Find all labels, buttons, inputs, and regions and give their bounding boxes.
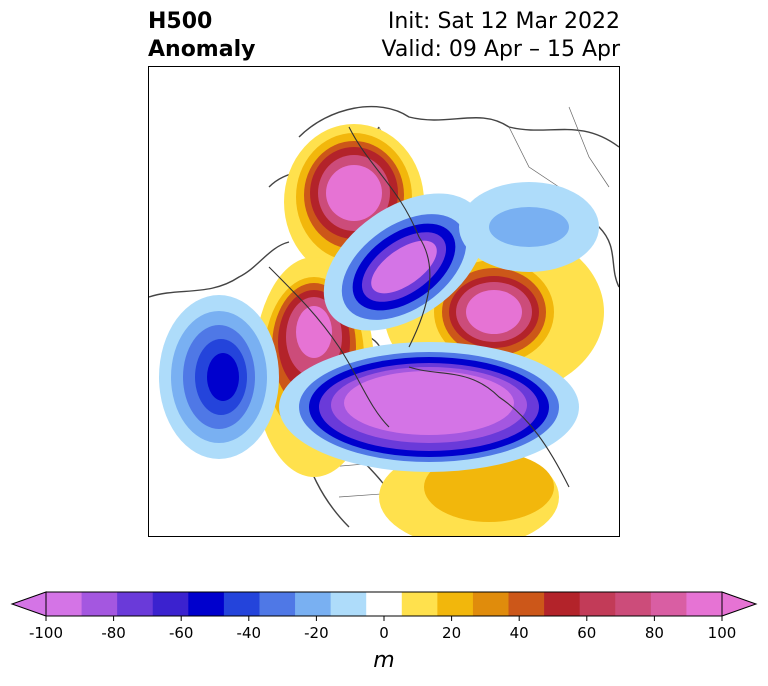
colorbar-tick-label: 0 [379,624,389,642]
colorbar-tick-label: 60 [577,624,596,642]
anomaly-map [149,105,619,536]
colorbar-bin [401,592,438,616]
colorbar-tick-label: 20 [442,624,461,642]
colorbar-bin [81,592,118,616]
anomaly-hudson-bay [279,342,579,472]
colorbar-tick-label: -60 [169,624,194,642]
colorbar-bin [46,592,83,616]
coastline-overlay [268,126,570,488]
colorbar-bin [686,592,723,616]
colorbar-bin [508,592,545,616]
colorbar-bin [366,592,403,616]
map-panel [148,66,620,537]
colorbar-bin [579,592,616,616]
title-left: H500 Anomaly [148,8,255,64]
colorbar-tick-label: 40 [510,624,529,642]
colorbar-extend-max [721,591,758,617]
colorbar-tick-label: 100 [708,624,737,642]
colorbar: -100 -80 -60 -40 -20 0 20 40 60 80 100 [10,591,758,642]
anomaly-central-pacific [159,295,279,459]
valid-range: Valid: 09 Apr – 15 Apr [381,37,621,62]
colorbar-bin [437,592,474,616]
colorbar-bin [295,592,332,616]
title-variable: H500 [148,9,213,34]
colorbar-bin [117,592,154,616]
colorbar-bin [223,592,260,616]
colorbar-extend-min [10,591,47,617]
colorbar-bin [330,592,367,616]
colorbar-bin [472,592,510,616]
title-right: Init: Sat 12 Mar 2022 Valid: 09 Apr – 15… [382,8,621,64]
colorbar-tick-label: -100 [29,624,63,642]
anomaly-arctic-archipelago [323,193,485,331]
colorbar-bin [544,592,581,616]
colorbar-bin [152,592,189,616]
colorbar-tick-label: -80 [101,624,126,642]
colorbar-tick-label: 80 [645,624,664,642]
init-date: Init: Sat 12 Mar 2022 [387,9,620,34]
colorbar-bin [650,592,687,616]
colorbar-tick-label: -20 [304,624,329,642]
colorbar-unit: m [373,648,395,673]
colorbar-tick-label: -40 [237,624,262,642]
colorbar-bin [615,592,652,616]
colorbar-bin [188,592,225,616]
anomaly-north-atlantic-negative [459,182,599,272]
title-type: Anomaly [148,37,256,62]
colorbar-bin [259,592,296,616]
